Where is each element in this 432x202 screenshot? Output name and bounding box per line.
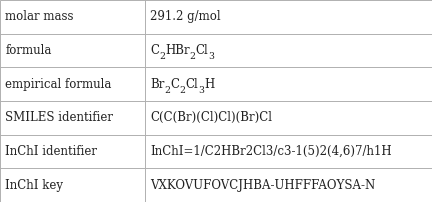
Text: 2: 2 (179, 86, 185, 95)
Text: formula: formula (5, 44, 51, 57)
Text: C(C(Br)(Cl)Cl)(Br)Cl: C(C(Br)(Cl)Cl)(Br)Cl (150, 111, 272, 124)
Text: Br: Br (150, 78, 164, 91)
Text: C: C (150, 44, 159, 57)
Text: 2: 2 (159, 52, 165, 61)
Text: SMILES identifier: SMILES identifier (5, 111, 113, 124)
Text: 3: 3 (208, 52, 214, 61)
Text: 3: 3 (198, 86, 204, 95)
Text: HBr: HBr (165, 44, 190, 57)
Text: C: C (170, 78, 179, 91)
Text: Cl: Cl (196, 44, 208, 57)
Text: 291.2 g/mol: 291.2 g/mol (150, 10, 220, 23)
Text: InChI key: InChI key (5, 179, 63, 192)
Text: molar mass: molar mass (5, 10, 74, 23)
Text: InChI=1/C2HBr2Cl3/c3-1(5)2(4,6)7/h1H: InChI=1/C2HBr2Cl3/c3-1(5)2(4,6)7/h1H (150, 145, 391, 158)
Text: 2: 2 (164, 86, 170, 95)
Text: empirical formula: empirical formula (5, 78, 111, 91)
Text: Cl: Cl (185, 78, 198, 91)
Text: H: H (204, 78, 214, 91)
Text: InChI identifier: InChI identifier (5, 145, 97, 158)
Text: VXKOVUFOVCJHBA-UHFFFAOYSA-N: VXKOVUFOVCJHBA-UHFFFAOYSA-N (150, 179, 375, 192)
Text: 2: 2 (190, 52, 196, 61)
